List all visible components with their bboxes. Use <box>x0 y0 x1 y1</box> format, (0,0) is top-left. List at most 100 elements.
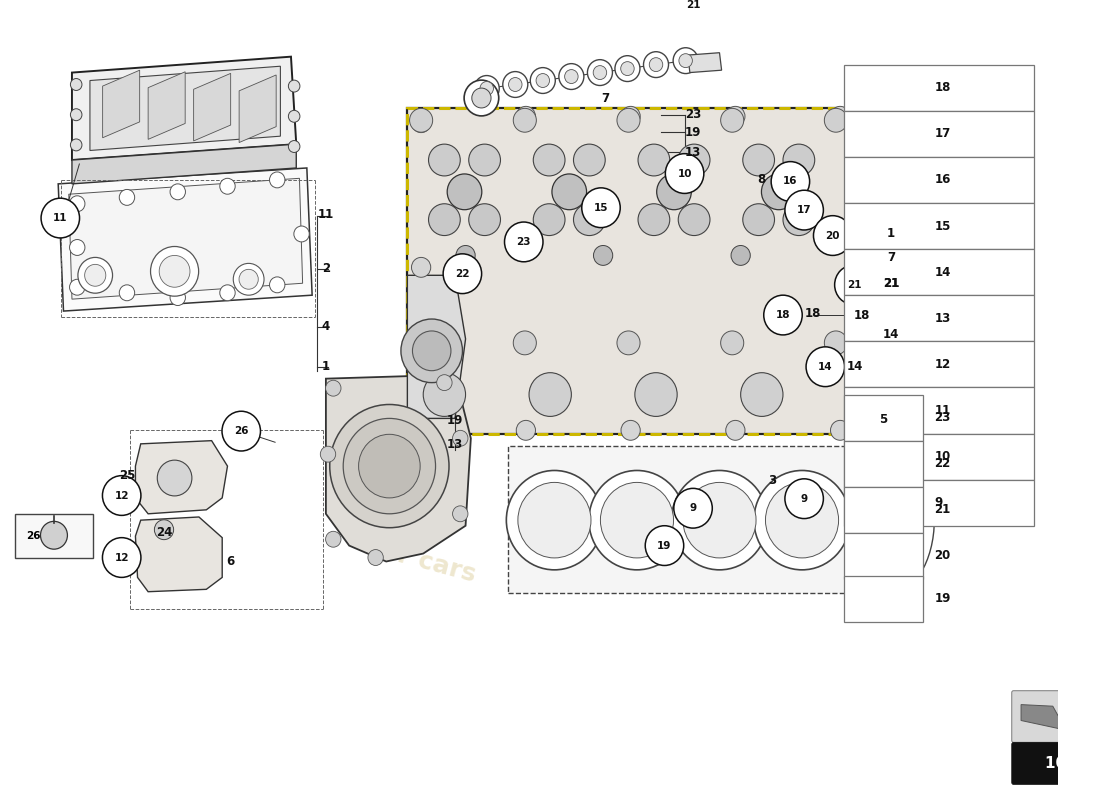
Circle shape <box>514 331 537 355</box>
Ellipse shape <box>469 204 500 235</box>
Circle shape <box>726 106 745 126</box>
Circle shape <box>824 331 847 355</box>
Text: 9: 9 <box>934 496 943 509</box>
Text: 14: 14 <box>847 360 864 374</box>
FancyBboxPatch shape <box>844 576 923 622</box>
Circle shape <box>367 550 383 566</box>
Text: 14: 14 <box>818 362 833 372</box>
Text: 23: 23 <box>934 411 950 424</box>
Circle shape <box>564 70 579 83</box>
Text: 10: 10 <box>678 169 692 178</box>
Polygon shape <box>868 446 904 594</box>
FancyBboxPatch shape <box>844 480 1034 526</box>
Circle shape <box>472 88 491 108</box>
Text: 3: 3 <box>768 474 777 487</box>
Text: 21: 21 <box>883 277 899 290</box>
Circle shape <box>320 446 336 462</box>
Circle shape <box>871 417 890 436</box>
Circle shape <box>330 405 449 528</box>
FancyBboxPatch shape <box>844 342 1034 387</box>
Polygon shape <box>69 178 302 299</box>
Circle shape <box>464 80 498 116</box>
Circle shape <box>587 60 613 86</box>
Circle shape <box>771 162 810 202</box>
Circle shape <box>766 482 838 558</box>
Circle shape <box>683 482 756 558</box>
Polygon shape <box>135 441 228 514</box>
Text: 21: 21 <box>934 503 950 516</box>
FancyBboxPatch shape <box>14 514 94 558</box>
Text: 13: 13 <box>685 146 701 158</box>
Polygon shape <box>239 75 276 142</box>
Ellipse shape <box>783 144 815 176</box>
Circle shape <box>516 106 536 126</box>
Text: 1: 1 <box>887 226 895 240</box>
Ellipse shape <box>679 144 710 176</box>
Circle shape <box>649 58 662 71</box>
Text: 4: 4 <box>322 321 330 334</box>
Circle shape <box>69 239 85 255</box>
Circle shape <box>437 374 452 390</box>
FancyBboxPatch shape <box>844 110 1034 157</box>
Circle shape <box>220 178 235 194</box>
Text: 1: 1 <box>322 360 330 374</box>
Circle shape <box>514 108 537 132</box>
Text: 6: 6 <box>227 555 234 568</box>
Circle shape <box>233 263 264 295</box>
Circle shape <box>593 66 607 79</box>
Circle shape <box>621 106 640 126</box>
Circle shape <box>220 285 235 301</box>
Circle shape <box>452 430 468 446</box>
Circle shape <box>41 198 79 238</box>
Circle shape <box>480 82 494 95</box>
Text: 7: 7 <box>602 92 609 106</box>
Circle shape <box>424 373 465 417</box>
Text: 14: 14 <box>934 266 950 278</box>
Circle shape <box>726 420 745 440</box>
Polygon shape <box>72 57 296 160</box>
Circle shape <box>620 62 635 75</box>
Circle shape <box>359 434 420 498</box>
Circle shape <box>288 110 300 122</box>
Circle shape <box>671 470 768 570</box>
Text: 13: 13 <box>447 438 463 451</box>
Circle shape <box>70 139 82 151</box>
Circle shape <box>411 258 431 278</box>
Text: 25: 25 <box>119 469 135 482</box>
Circle shape <box>503 71 528 98</box>
Circle shape <box>343 418 436 514</box>
Circle shape <box>239 270 258 290</box>
FancyBboxPatch shape <box>844 295 1034 342</box>
Circle shape <box>646 526 684 566</box>
FancyBboxPatch shape <box>1012 742 1100 785</box>
Circle shape <box>529 373 571 417</box>
Text: 19: 19 <box>934 592 950 606</box>
Circle shape <box>673 48 698 74</box>
Circle shape <box>160 255 190 287</box>
Text: 18: 18 <box>776 310 790 320</box>
Circle shape <box>666 154 704 194</box>
Text: 17: 17 <box>796 205 812 215</box>
FancyBboxPatch shape <box>844 203 1034 249</box>
Text: 24: 24 <box>156 526 173 539</box>
Circle shape <box>119 190 134 206</box>
Circle shape <box>785 479 824 518</box>
Circle shape <box>326 531 341 547</box>
Ellipse shape <box>783 204 815 235</box>
Circle shape <box>411 417 431 436</box>
FancyBboxPatch shape <box>844 387 1034 434</box>
Circle shape <box>288 141 300 153</box>
Text: 13: 13 <box>934 312 950 325</box>
Circle shape <box>443 254 482 294</box>
Text: 10: 10 <box>934 450 950 463</box>
Text: 103 05: 103 05 <box>1045 756 1100 771</box>
Circle shape <box>400 319 462 382</box>
Circle shape <box>835 265 873 305</box>
Circle shape <box>732 246 750 266</box>
Polygon shape <box>58 168 312 311</box>
Text: 20: 20 <box>934 550 950 562</box>
Circle shape <box>69 279 85 295</box>
Text: 19: 19 <box>447 414 463 427</box>
FancyBboxPatch shape <box>844 434 1034 480</box>
Circle shape <box>644 52 669 78</box>
